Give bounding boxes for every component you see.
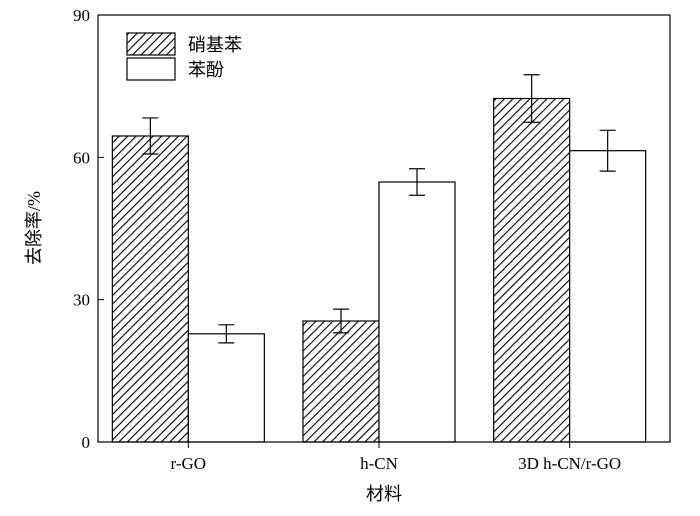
error-bar: [409, 168, 425, 196]
y-axis-label: 去除率/%: [24, 191, 44, 265]
bar-苯酚-3D h-CN/r-GO: [569, 150, 647, 443]
bars: [111, 74, 647, 443]
bar-苯酚-r-GO: [187, 333, 265, 443]
axes: r-GO h-CN 3D h-CN/r-GO 0 30 60 90: [73, 6, 621, 473]
bar-苯酚-h-CN: [378, 181, 456, 443]
legend-label: 硝基苯: [188, 35, 242, 55]
y-tick-label: 0: [82, 433, 91, 452]
legend-swatch-硝基苯: [126, 32, 176, 56]
x-tick-label: 3D h-CN/r-GO: [518, 454, 621, 473]
x-tick-label: h-CN: [360, 454, 398, 473]
y-tick-label: 60: [73, 148, 90, 167]
bar-硝基苯-r-GO: [111, 135, 189, 443]
bar-硝基苯-3D h-CN/r-GO: [493, 97, 571, 443]
plot-frame: [97, 14, 671, 443]
error-bar: [333, 308, 349, 334]
error-bar: [142, 117, 159, 155]
x-tick-label: r-GO: [171, 454, 207, 473]
error-bar: [218, 324, 235, 344]
legend-swatch-苯酚: [126, 57, 176, 81]
y-tick-label: 90: [73, 6, 90, 25]
error-bar: [599, 129, 616, 172]
x-axis-label: 材料: [366, 484, 402, 504]
y-tick-label: 30: [73, 291, 90, 310]
legend-label: 苯酚: [188, 60, 224, 80]
bar-硝基苯-h-CN: [302, 320, 380, 443]
error-bar: [523, 74, 540, 123]
